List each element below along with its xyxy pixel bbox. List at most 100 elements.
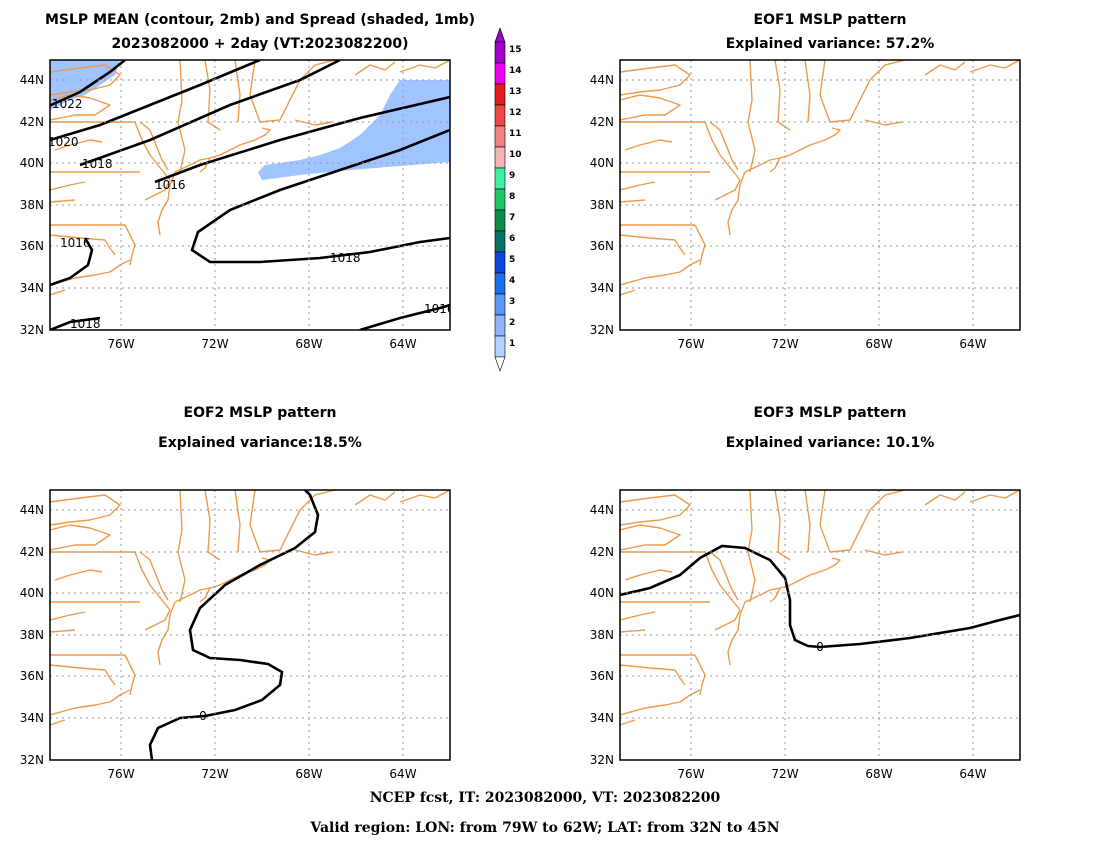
lat-label: 40N	[590, 156, 614, 170]
contour-label: 1020	[48, 135, 79, 149]
contour-label: 1016	[60, 236, 91, 250]
colorbar-label: 11	[509, 129, 522, 139]
lon-label: 76W	[677, 767, 704, 781]
panel4-frame	[619, 489, 1021, 761]
colorbar-swatch	[494, 104, 506, 127]
isobar-1022	[50, 60, 126, 107]
lat-label: 44N	[20, 503, 44, 517]
isobar-1016-sw	[50, 237, 94, 287]
colorbar-label: 6	[509, 234, 515, 244]
eof3-zero-contour	[620, 544, 1020, 649]
colorbar-swatch	[494, 125, 506, 148]
colorbar-swatch	[494, 41, 506, 64]
lat-label: 34N	[20, 281, 44, 295]
colorbar-swatch	[494, 314, 506, 337]
colorbar-label: 14	[509, 66, 522, 76]
footer-valid-region: Valid region: LON: from 79W to 62W; LAT:…	[309, 820, 779, 836]
panel1-title-line2: 2023082000 + 2day (VT:2023082200)	[111, 36, 408, 52]
lon-label: 68W	[295, 767, 322, 781]
spread-colorbar: 15 14 13 12 11 10 9 8 7 6 5 4 3 2 1	[494, 27, 522, 372]
isobar-1020	[50, 60, 261, 142]
lat-label: 38N	[590, 628, 614, 642]
lat-label: 34N	[20, 711, 44, 725]
lon-label: 72W	[201, 767, 228, 781]
isobar-1016-north	[154, 95, 450, 184]
lat-label: 38N	[590, 198, 614, 212]
panel4-lon-labels: 76W 72W 68W 64W	[677, 767, 986, 781]
lat-label: 32N	[20, 323, 44, 337]
lat-label: 40N	[20, 156, 44, 170]
lat-label: 44N	[590, 73, 614, 87]
colorbar-swatch	[494, 251, 506, 274]
contour-label: 1022	[52, 97, 83, 111]
panel2-lat-labels: 44N 42N 40N 38N 36N 34N 32N	[590, 73, 614, 337]
colorbar-swatch	[494, 335, 506, 358]
panel2-gridlines	[620, 60, 1020, 330]
panel2-frame	[619, 59, 1021, 331]
lon-label: 64W	[389, 337, 416, 351]
panel1-lat-labels: 44N 42N 40N 38N 36N 34N 32N	[20, 73, 44, 337]
panel4-title-line1: EOF3 MSLP pattern	[754, 405, 907, 421]
panel4-lat-labels: 44N 42N 40N 38N 36N 34N 32N	[590, 503, 614, 767]
panel1-lon-labels: 76W 72W 68W 64W	[107, 337, 416, 351]
lon-label: 68W	[865, 337, 892, 351]
colorbar-swatch	[494, 230, 506, 253]
panel-mslp-mean: MSLP MEAN (contour, 2mb) and Spread (sha…	[20, 12, 475, 351]
lon-label: 64W	[389, 767, 416, 781]
colorbar-label: 12	[509, 108, 522, 118]
panel-eof1: EOF1 MSLP pattern Explained variance: 57…	[590, 12, 1021, 351]
panel3-title-line1: EOF2 MSLP pattern	[184, 405, 337, 421]
colorbar-label: 8	[509, 192, 515, 202]
lat-label: 42N	[590, 545, 614, 559]
colorbar-swatch	[494, 146, 506, 169]
lat-label: 44N	[590, 503, 614, 517]
panel3-lat-labels: 44N 42N 40N 38N 36N 34N 32N	[20, 503, 44, 767]
panel4-title-line2: Explained variance: 10.1%	[726, 435, 935, 451]
lon-label: 76W	[677, 337, 704, 351]
isobar-1018-south	[190, 128, 450, 264]
lat-label: 42N	[20, 545, 44, 559]
contour-label: 1016	[155, 178, 186, 192]
lat-label: 38N	[20, 628, 44, 642]
lat-label: 40N	[20, 586, 44, 600]
panel3-frame	[49, 489, 451, 761]
isobar-1018-sw	[50, 316, 101, 330]
panel-eof2: EOF2 MSLP pattern Explained variance:18.…	[20, 405, 451, 781]
colorbar-bottom-arrow	[494, 356, 506, 372]
lon-label: 72W	[771, 767, 798, 781]
panel3-title-line2: Explained variance:18.5%	[158, 435, 362, 451]
eof2-zero-contour	[148, 490, 320, 760]
lat-label: 32N	[590, 753, 614, 767]
colorbar-label: 10	[509, 150, 522, 160]
colorbar-swatch	[494, 62, 506, 85]
colorbar-label: 7	[509, 213, 515, 223]
spread-shading	[50, 60, 450, 180]
contour-label: 0	[816, 640, 824, 654]
panel1-title-line1: MSLP MEAN (contour, 2mb) and Spread (sha…	[45, 12, 475, 28]
lat-label: 34N	[590, 711, 614, 725]
lat-label: 44N	[20, 73, 44, 87]
panel1-frame	[49, 59, 451, 331]
lat-label: 36N	[20, 669, 44, 683]
colorbar-swatch	[494, 272, 506, 295]
panel2-title-line2: Explained variance: 57.2%	[726, 36, 935, 52]
lon-label: 76W	[107, 337, 134, 351]
contour-label: 1018	[82, 157, 113, 171]
colorbar-top-arrow	[494, 27, 506, 43]
colorbar-swatch	[494, 209, 506, 232]
lat-label: 42N	[20, 115, 44, 129]
contour-label: 1018	[70, 317, 101, 331]
panel4-gridlines	[620, 490, 1020, 760]
panel1-gridlines	[50, 60, 450, 330]
colorbar-label: 3	[509, 297, 515, 307]
colorbar-label: 13	[509, 87, 522, 97]
lat-label: 32N	[20, 753, 44, 767]
lat-label: 32N	[590, 323, 614, 337]
lon-label: 68W	[295, 337, 322, 351]
isobar-1018-north	[79, 60, 341, 167]
lon-label: 72W	[201, 337, 228, 351]
lon-label: 72W	[771, 337, 798, 351]
colorbar-label: 4	[509, 276, 515, 286]
colorbar-label: 15	[509, 45, 522, 55]
